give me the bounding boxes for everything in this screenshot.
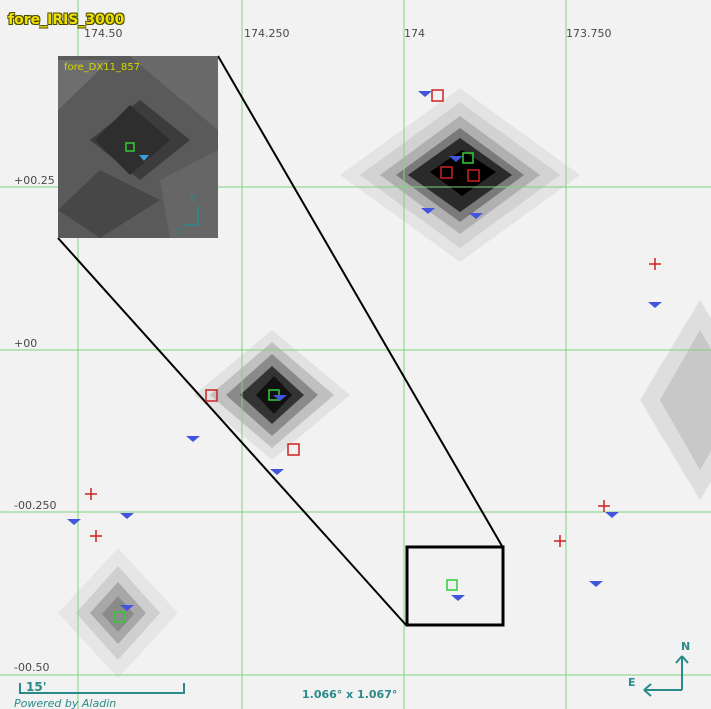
powered-by-aladin: Powered by Aladin: [14, 697, 117, 709]
red-cross-markers: [85, 258, 661, 547]
zoom-rectangle: [405, 545, 505, 627]
source-blob-upper: [340, 88, 580, 262]
ra-tick-2: 174.250: [244, 27, 290, 40]
zoom-connector: [57, 55, 503, 626]
survey-title: fore_IRIS_3000: [8, 12, 125, 28]
ra-tick-3: 174: [404, 27, 425, 40]
compass-east-label: E: [628, 676, 636, 689]
inset-compass-n: N: [190, 194, 196, 203]
ra-tick-1: 174.50: [84, 27, 123, 40]
red-square-markers: [205, 89, 480, 456]
inset-compass-icon: [184, 205, 199, 226]
source-blob-lower-left: [58, 548, 178, 678]
compass-north-label: N: [681, 640, 691, 653]
dec-tick-1: +00.25: [14, 174, 55, 187]
inset-thumbnail: [58, 56, 218, 238]
source-blob-right-edge: [640, 300, 711, 500]
scale-label: 15': [26, 680, 47, 694]
dec-tick-3: -00.250: [14, 499, 57, 512]
field-size: 1.066° x 1.067°: [302, 688, 398, 701]
compass-icon: [643, 655, 689, 697]
ra-tick-4: 173.750: [566, 27, 612, 40]
inset-title: fore_DX11_857: [64, 62, 141, 73]
scale-bar: [19, 683, 185, 694]
dec-tick-2: +00: [14, 337, 38, 350]
inset-compass-e: E: [176, 227, 181, 236]
dec-tick-4: -00.50: [14, 661, 50, 674]
blue-triangle-markers: [67, 91, 662, 611]
source-blob-middle: [194, 330, 350, 460]
